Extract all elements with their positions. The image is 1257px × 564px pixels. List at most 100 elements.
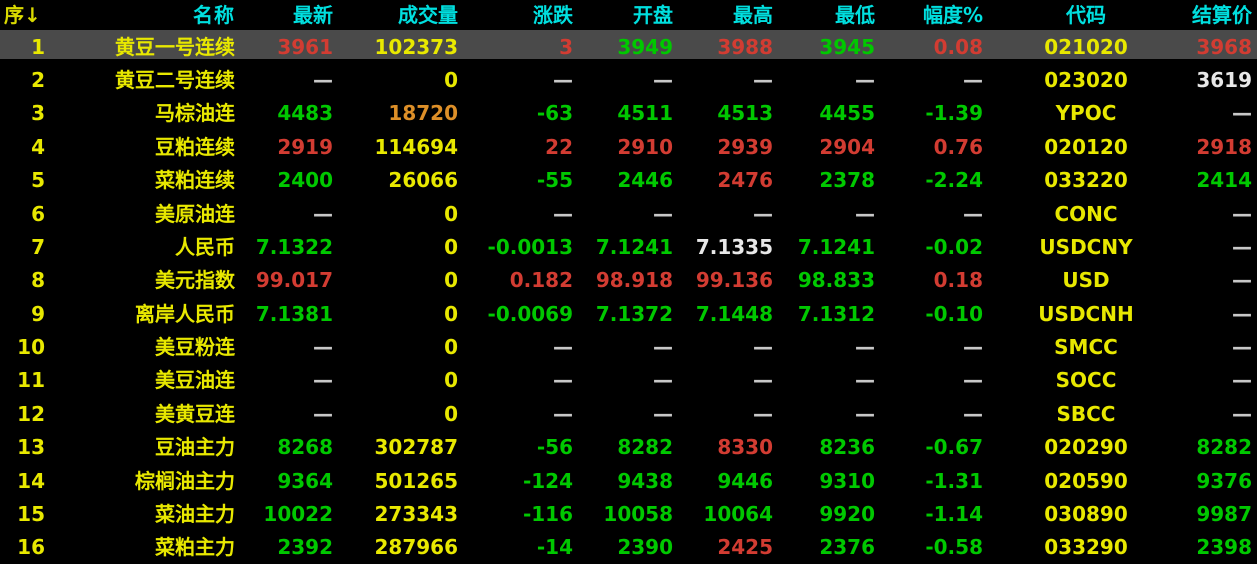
cell-open: — (653, 368, 673, 393)
cell-code: SBCC (1056, 401, 1116, 426)
cell-volume: 501265 (374, 468, 459, 493)
column-header-low[interactable]: 最低 (835, 3, 875, 27)
cell-volume: 102373 (374, 34, 459, 59)
table-row[interactable]: 7 人民币 7.1322 0 -0.0013 7.1241 7.1335 7.1241 -0.0… (0, 230, 1257, 263)
cell-seq: 8 (31, 268, 45, 293)
table-row[interactable]: 10 美豆粉连 — 0 — — — — — SMCC — (0, 330, 1257, 363)
column-header-code[interactable]: 代码 (1066, 3, 1106, 27)
cell-range_pct: — (963, 401, 983, 426)
cell-settle: — (1232, 301, 1252, 326)
table-row[interactable]: 8 美元指数 99.017 0 0.182 98.918 99.136 98.833 0.18 U… (0, 264, 1257, 297)
cell-settle: 2918 (1196, 134, 1252, 159)
cell-name: 黄豆二号连续 (115, 68, 235, 93)
column-header-seq[interactable]: 序↓ (4, 3, 41, 27)
table-row[interactable]: 15 菜油主力 10022 273343 -116 10058 10064 9920 -1.14… (0, 497, 1257, 530)
cell-high: — (753, 68, 773, 93)
table-row[interactable]: 2 黄豆二号连续 — 0 — — — — — 023020 3619 (0, 63, 1257, 96)
cell-volume: 287966 (374, 535, 459, 560)
cell-open: 4511 (617, 101, 673, 126)
column-header-volume[interactable]: 成交量 (398, 3, 458, 27)
cell-settle: — (1232, 335, 1252, 360)
table-row[interactable]: 9 离岸人民币 7.1381 0 -0.0069 7.1372 7.1448 7.1312 -0… (0, 297, 1257, 330)
cell-name: 菜粕主力 (155, 535, 235, 560)
cell-volume: 0 (444, 234, 458, 259)
cell-change: — (553, 201, 573, 226)
cell-volume: 114694 (374, 134, 459, 159)
table-row-selected[interactable]: 1 黄豆一号连续 3961 102373 3 3949 3988 3945 0.08 021020… (0, 30, 1257, 64)
column-header-settle[interactable]: 结算价 (1192, 3, 1252, 27)
column-header-latest[interactable]: 最新 (293, 3, 333, 27)
cell-settle: — (1232, 201, 1252, 226)
cell-settle: 2414 (1196, 168, 1252, 193)
table-row[interactable]: 13 豆油主力 8268 302787 -56 8282 8330 8236 -0.67 0202… (0, 431, 1257, 464)
cell-high: 8330 (717, 435, 773, 460)
table-row[interactable]: 6 美原油连 — 0 — — — — — CONC — (0, 197, 1257, 230)
table-row[interactable]: 14 棕榈油主力 9364 501265 -124 9438 9446 9310 -1.31 02… (0, 464, 1257, 497)
column-header-range-pct[interactable]: 幅度% (922, 3, 983, 27)
cell-low: 9920 (819, 501, 875, 526)
cell-range_pct: -1.39 (925, 101, 983, 126)
cell-volume: 0 (444, 368, 458, 393)
column-header-change[interactable]: 涨跌 (533, 3, 573, 27)
cell-code: 033290 (1044, 535, 1128, 560)
cell-volume: 273343 (374, 501, 459, 526)
cell-open: 9438 (617, 468, 673, 493)
cell-open: 2910 (617, 134, 673, 159)
column-header-high[interactable]: 最高 (733, 3, 773, 27)
cell-name: 美原油连 (155, 201, 235, 226)
table-row[interactable]: 16 菜粕主力 2392 287966 -14 2390 2425 2376 -0.58 0332… (0, 531, 1257, 564)
cell-latest: — (313, 368, 333, 393)
cell-range_pct: -2.24 (925, 168, 983, 193)
cell-range_pct: — (963, 368, 983, 393)
cell-low: 2376 (819, 535, 875, 560)
cell-high: — (753, 401, 773, 426)
cell-settle: — (1232, 101, 1252, 126)
table-row[interactable]: 11 美豆油连 — 0 — — — — — SOCC — (0, 364, 1257, 397)
table-row[interactable]: 12 美黄豆连 — 0 — — — — — SBCC — (0, 397, 1257, 430)
cell-change: -0.0013 (487, 234, 573, 259)
cell-high: 7.1448 (695, 301, 773, 326)
cell-settle: 9987 (1196, 501, 1252, 526)
cell-open: — (653, 201, 673, 226)
cell-low: 7.1241 (797, 234, 875, 259)
cell-low: — (855, 68, 875, 93)
cell-high: 99.136 (695, 268, 773, 293)
cell-range_pct: -1.14 (925, 501, 983, 526)
cell-name: 黄豆一号连续 (115, 34, 235, 59)
cell-name: 豆油主力 (155, 435, 235, 460)
cell-name: 人民币 (175, 234, 235, 259)
cell-seq: 11 (17, 368, 45, 393)
cell-code: CONC (1054, 201, 1118, 226)
cell-code: USD (1062, 268, 1110, 293)
cell-open: — (653, 68, 673, 93)
cell-name: 美元指数 (155, 268, 235, 293)
cell-settle: 8282 (1196, 435, 1252, 460)
table-row[interactable]: 5 菜粕连续 2400 26066 -55 2446 2476 2378 -2.24 033220… (0, 164, 1257, 197)
cell-low: 9310 (819, 468, 875, 493)
cell-seq: 14 (17, 468, 45, 493)
cell-range_pct: — (963, 201, 983, 226)
cell-range_pct: — (963, 68, 983, 93)
cell-seq: 13 (17, 435, 45, 460)
cell-open: 7.1241 (595, 234, 673, 259)
cell-low: — (855, 401, 875, 426)
column-header-name[interactable]: 名称 (193, 3, 235, 27)
cell-open: 3949 (617, 34, 673, 59)
table-row[interactable]: 4 豆粕连续 2919 114694 22 2910 2939 2904 0.76 020120 2… (0, 130, 1257, 163)
cell-name: 棕榈油主力 (135, 468, 235, 493)
cell-open: — (653, 401, 673, 426)
cell-settle: 2398 (1196, 535, 1252, 560)
cell-latest: 8268 (277, 435, 333, 460)
cell-seq: 10 (17, 335, 45, 360)
cell-latest: 99.017 (255, 268, 333, 293)
cell-latest: 7.1381 (255, 301, 333, 326)
cell-range_pct: -0.10 (925, 301, 983, 326)
cell-seq: 3 (31, 101, 45, 126)
cell-latest: — (313, 68, 333, 93)
cell-seq: 12 (17, 401, 45, 426)
table-row[interactable]: 3 马棕油连 4483 18720 -63 4511 4513 4455 -1.39 YPOC — (0, 97, 1257, 130)
cell-change: 3 (559, 34, 573, 59)
column-header-open[interactable]: 开盘 (633, 3, 673, 27)
cell-low: 4455 (819, 101, 875, 126)
